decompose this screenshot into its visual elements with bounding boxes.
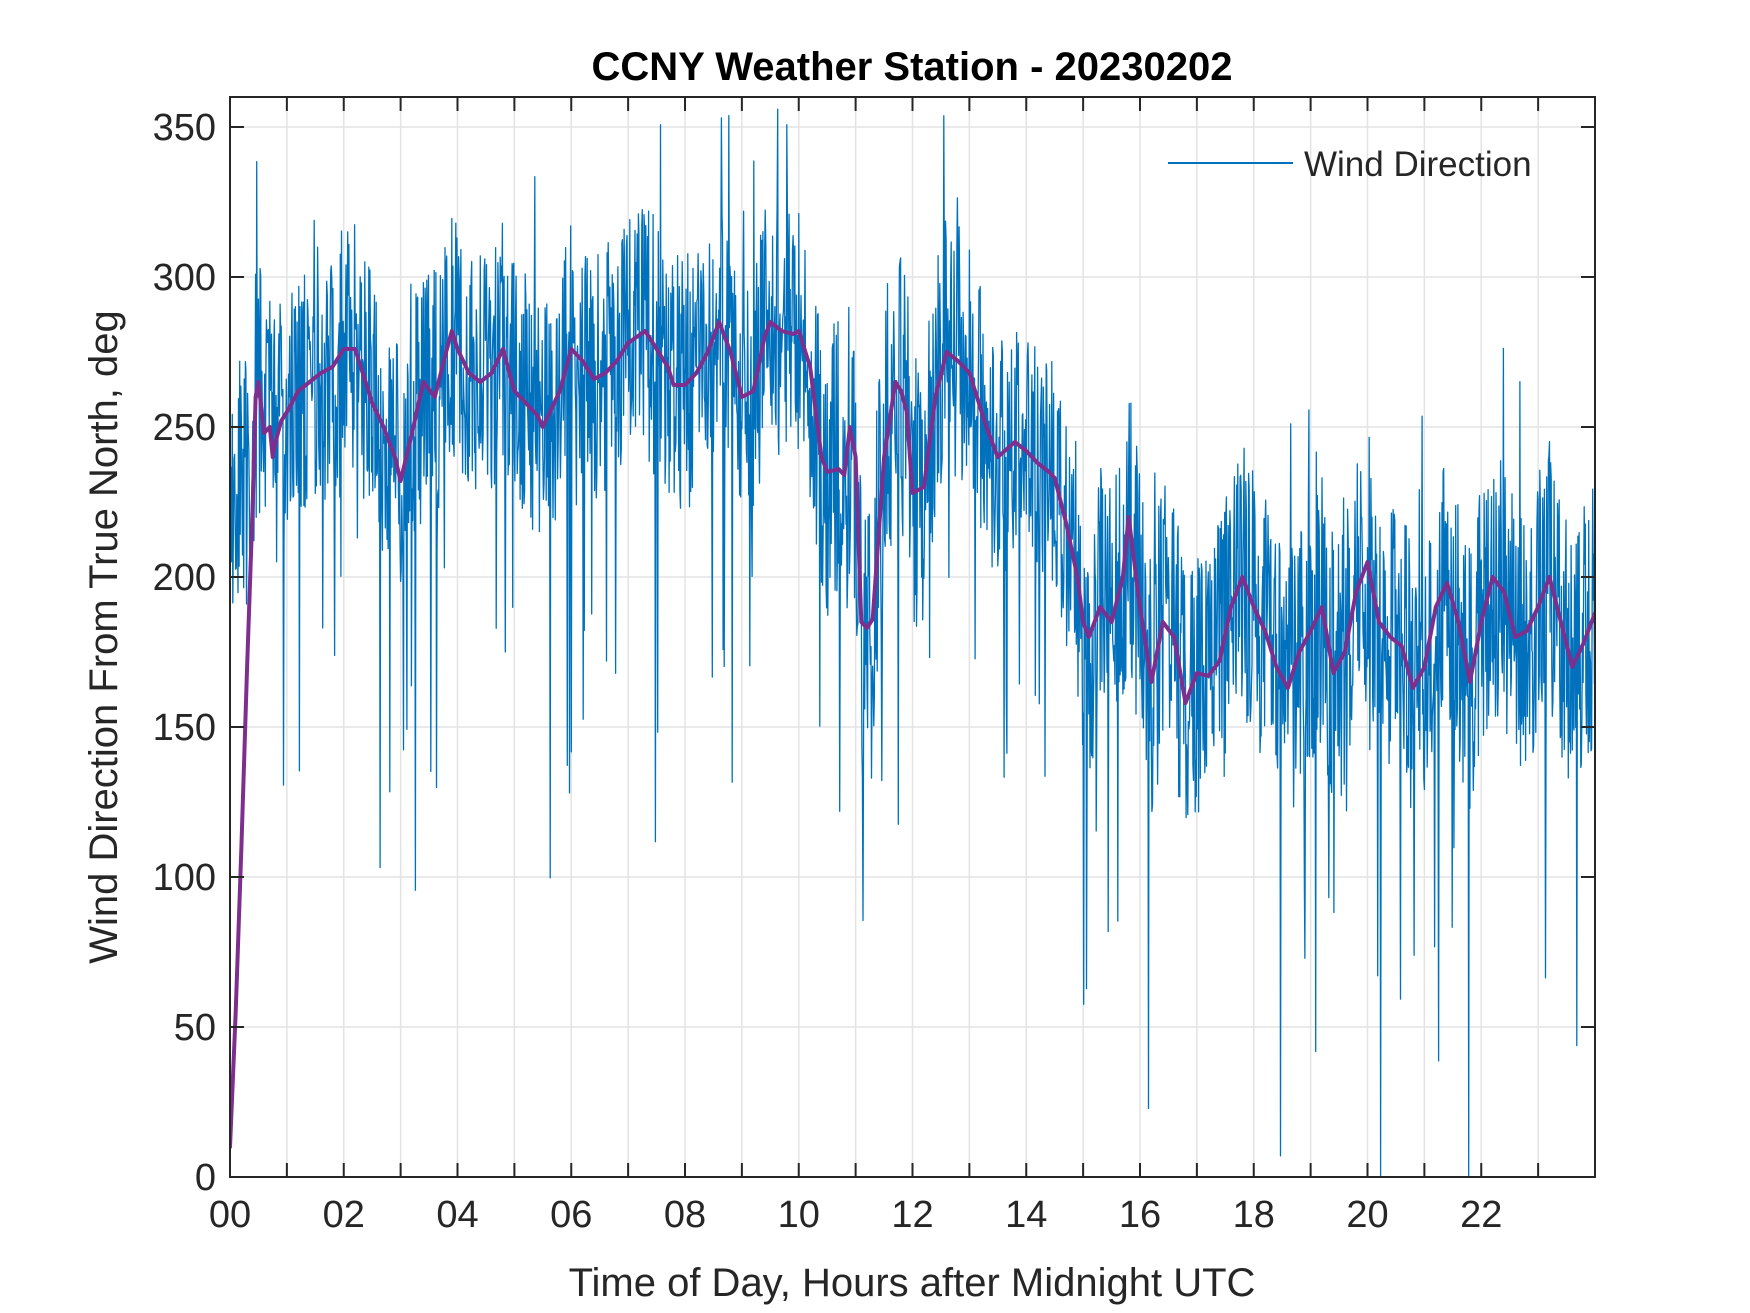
y-axis-label: Wind Direction From True North, deg (82, 310, 126, 964)
x-tick-label: 22 (1460, 1194, 1502, 1236)
y-tick-label: 300 (153, 257, 216, 299)
x-axis-label: Time of Day, Hours after Midnight UTC (569, 1261, 1256, 1305)
x-tick-label: 18 (1233, 1194, 1275, 1236)
y-tick-label: 150 (153, 707, 216, 749)
x-tick-label: 04 (436, 1194, 478, 1236)
y-tick-label: 250 (153, 407, 216, 449)
chart-title: CCNY Weather Station - 20230202 (592, 45, 1233, 89)
legend: Wind Direction (1168, 145, 1532, 184)
x-tick-label: 02 (323, 1194, 365, 1236)
y-tick-label: 0 (195, 1157, 216, 1199)
x-tick-label: 20 (1346, 1194, 1388, 1236)
x-tick-label: 06 (550, 1194, 592, 1236)
x-tick-label: 10 (778, 1194, 820, 1236)
y-tick-labels: 0 50 100 150 200 250 300 350 (153, 107, 216, 1199)
axis-ticks (229, 97, 1596, 1178)
y-tick-label: 200 (153, 557, 216, 599)
x-tick-label: 16 (1119, 1194, 1161, 1236)
legend-label-wind-direction: Wind Direction (1304, 145, 1532, 184)
y-tick-label: 350 (153, 107, 216, 149)
x-tick-label: 14 (1005, 1194, 1047, 1236)
smoothed-series-line (230, 320, 1595, 1149)
x-tick-label: 12 (891, 1194, 933, 1236)
x-tick-label: 00 (209, 1194, 251, 1236)
y-tick-label: 50 (174, 1007, 216, 1049)
x-tick-labels: 00 02 04 06 08 10 12 14 16 18 20 22 (209, 1194, 1503, 1236)
x-tick-label: 08 (664, 1194, 706, 1236)
wind-direction-series-line (230, 108, 1595, 1177)
y-tick-label: 100 (153, 857, 216, 899)
